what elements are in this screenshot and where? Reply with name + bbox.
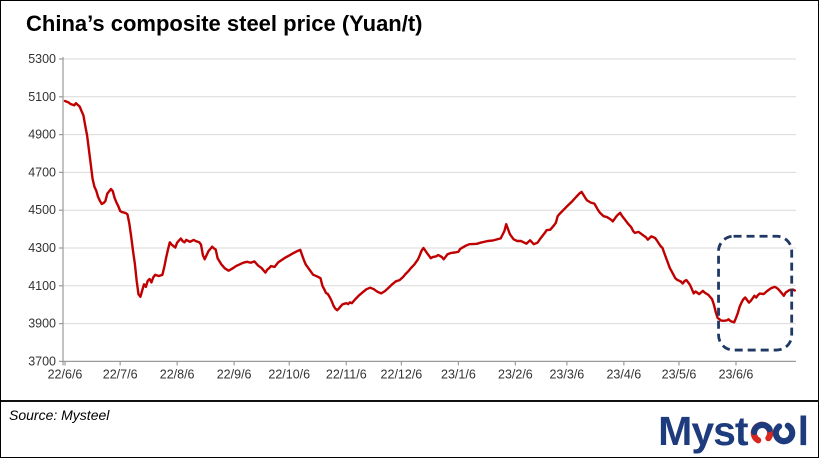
footer-divider [1,400,819,402]
y-tick-label: 3900 [28,317,56,331]
y-tick-label: 4500 [28,203,56,217]
chart-title: China’s composite steel price (Yuan/t) [26,11,423,36]
y-tick-label: 4900 [28,128,56,142]
x-tick-label: 23/5/6 [662,367,697,381]
mysteel-logo-double-e-icon [750,421,795,445]
y-tick-label: 4300 [28,241,56,255]
y-tick-label: 3700 [28,354,56,368]
x-tick-label: 22/10/6 [268,367,310,381]
x-tick-label: 22/8/6 [160,367,195,381]
x-tick-label: 23/4/6 [606,367,641,381]
x-tick-label: 23/1/6 [441,367,476,381]
y-tick-label: 4100 [28,279,56,293]
price-line-series [63,99,796,324]
source-label: Source: Mysteel [9,407,110,423]
y-tick-label: 5100 [28,90,56,104]
x-tick-label: 23/3/6 [549,367,584,381]
x-tick-label: 22/6/6 [48,367,83,381]
highlight-box [717,234,794,352]
mysteel-logo: Myst l [658,408,809,454]
y-tick-label: 5300 [28,52,56,66]
steel-price-line-chart: 3700 3900 4100 4300 4500 4700 4900 5100 5300 22/6… [28,52,796,381]
x-tick-label: 22/9/6 [217,367,252,381]
x-tick-label: 22/7/6 [103,367,138,381]
x-tick-label: 22/11/6 [326,367,367,381]
x-tick-label: 22/12/6 [381,367,423,381]
y-tick-label: 4700 [28,165,56,179]
mysteel-logo-suffix: l [797,408,809,454]
mysteel-logo-prefix: Myst [658,408,748,454]
x-tick-label: 23/6/6 [719,367,754,381]
x-tick-label: 23/2/6 [498,367,533,381]
